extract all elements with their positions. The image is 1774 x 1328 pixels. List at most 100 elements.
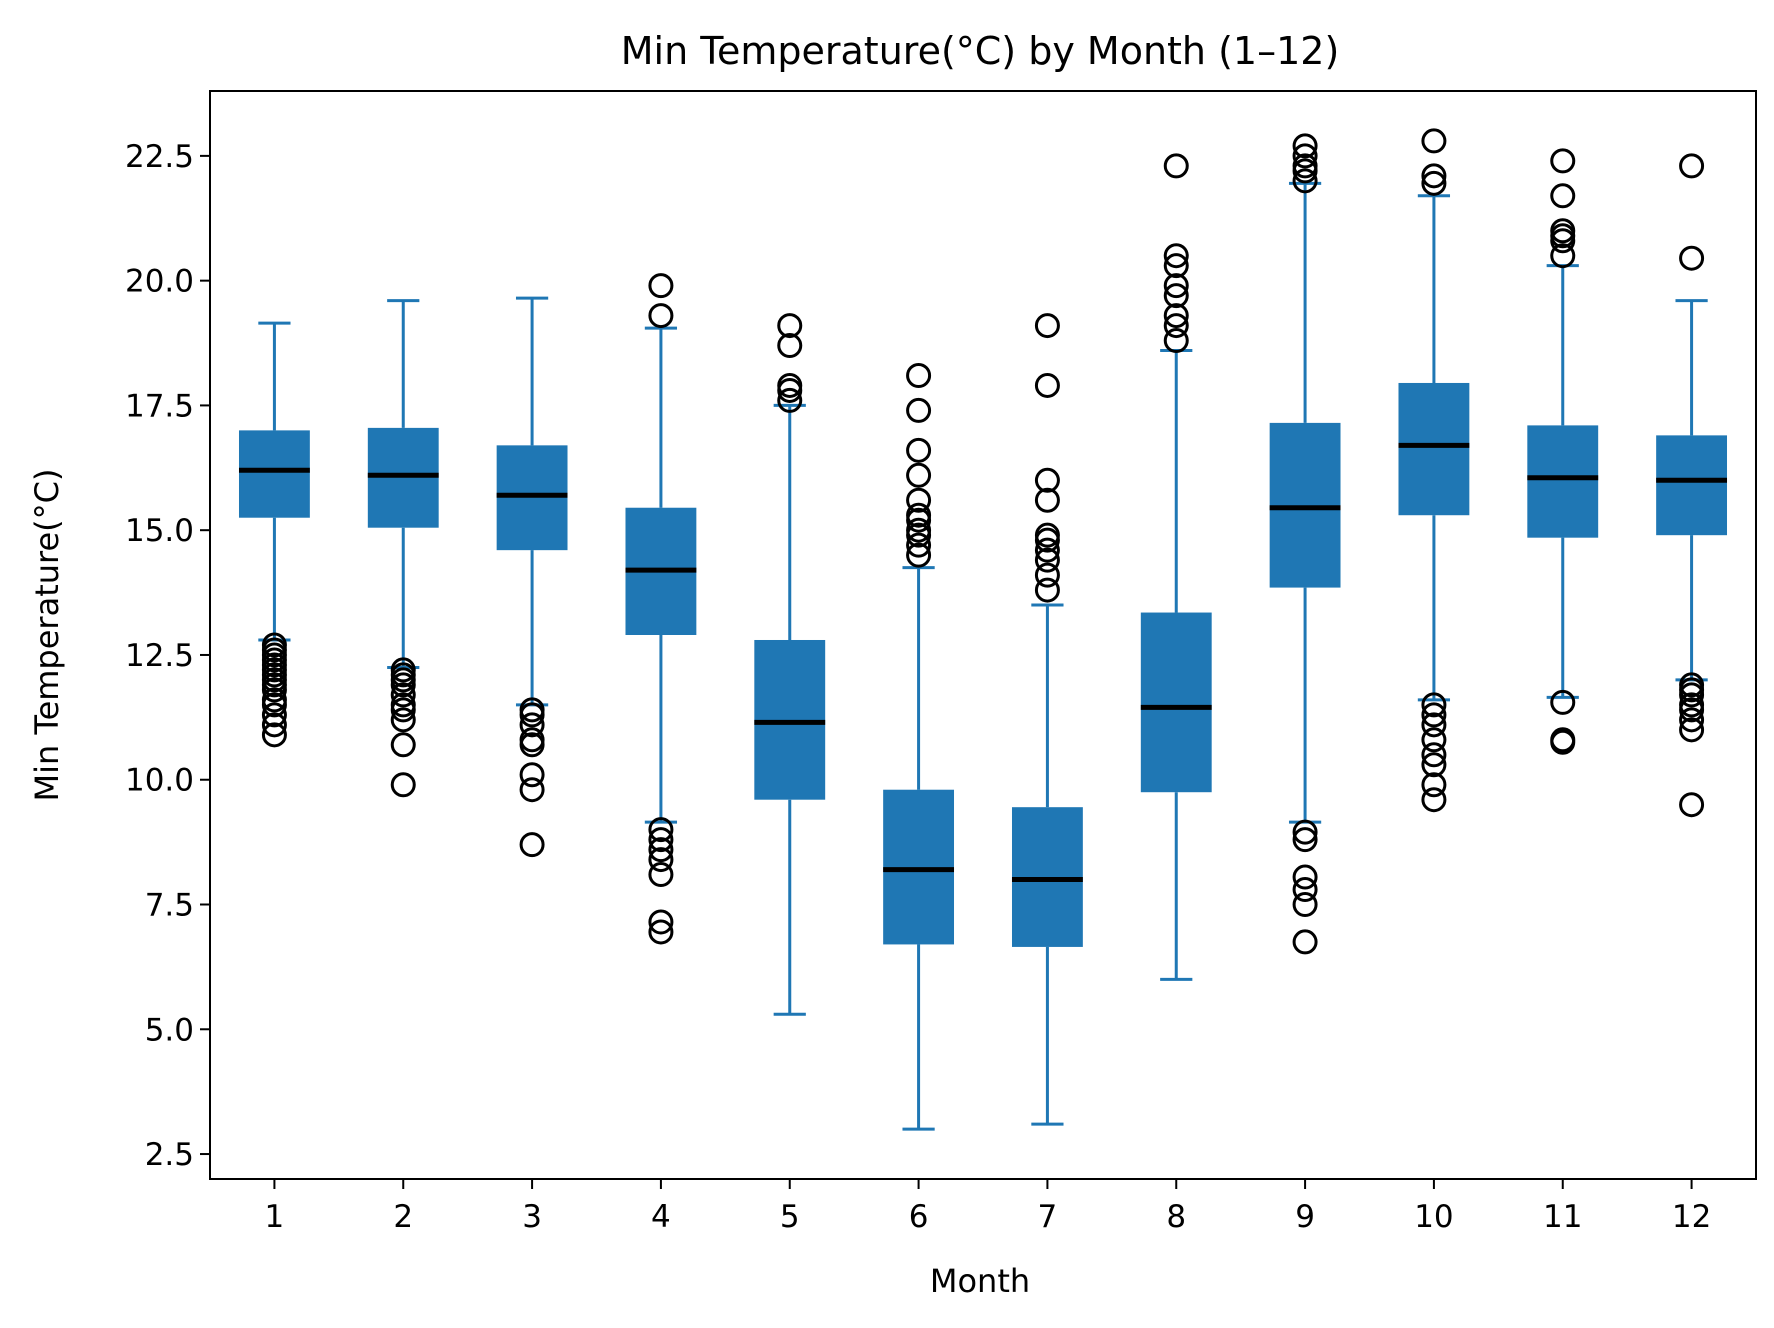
outlier-point <box>1292 819 1318 845</box>
outlier-point <box>1163 313 1189 339</box>
box-iqr <box>1527 425 1599 538</box>
outlier-point <box>1034 487 1060 513</box>
x-tick-label: 12 <box>1672 1199 1711 1235</box>
box-iqr <box>238 430 310 518</box>
outlier-point <box>1034 537 1060 563</box>
outlier-point <box>390 732 416 758</box>
outlier-point <box>1421 742 1447 768</box>
y-tick-label: 2.5 <box>145 1137 194 1173</box>
outlier-point <box>1550 727 1576 753</box>
outlier-point <box>261 722 287 748</box>
y-tick-label: 22.5 <box>125 139 194 175</box>
outlier-point <box>1034 562 1060 588</box>
x-tick-label: 9 <box>1295 1199 1315 1235</box>
outlier-point <box>519 712 545 738</box>
outlier-point <box>519 762 545 788</box>
outlier-point <box>1163 283 1189 309</box>
outlier-point <box>906 437 932 463</box>
outlier-point <box>1550 243 1576 269</box>
x-tick-label: 1 <box>265 1199 285 1235</box>
y-tick-label: 20.0 <box>125 264 194 300</box>
x-tick-label: 11 <box>1543 1199 1582 1235</box>
outlier-point <box>1292 133 1318 159</box>
outlier-point <box>1679 692 1705 718</box>
outlier-point <box>1421 752 1447 778</box>
outlier-point <box>1679 792 1705 818</box>
x-tick-label: 3 <box>522 1199 542 1235</box>
outlier-point <box>648 847 674 873</box>
outlier-point <box>906 487 932 513</box>
outlier-point <box>1421 772 1447 798</box>
outlier-point <box>1292 892 1318 918</box>
outlier-point <box>1034 522 1060 548</box>
outlier-point <box>648 909 674 935</box>
outlier-point <box>1421 692 1447 718</box>
outlier-point <box>1163 253 1189 279</box>
plot-frame <box>209 90 1757 1180</box>
outlier-point <box>519 727 545 753</box>
outlier-point <box>648 862 674 888</box>
outlier-point <box>1034 372 1060 398</box>
x-tick-label: 4 <box>651 1199 671 1235</box>
outlier-point <box>906 542 932 568</box>
outlier-point <box>1163 328 1189 354</box>
outlier-point <box>1421 170 1447 196</box>
outlier-point <box>1421 163 1447 189</box>
outlier-point <box>1292 929 1318 955</box>
outlier-point <box>648 919 674 945</box>
outlier-point <box>1163 243 1189 269</box>
box-iqr <box>1656 435 1728 536</box>
outlier-point <box>1550 689 1576 715</box>
outlier-point <box>777 313 803 339</box>
outlier-point <box>1292 864 1318 890</box>
y-tick-label: 5.0 <box>145 1012 194 1048</box>
outlier-point <box>519 697 545 723</box>
outlier-point <box>1550 183 1576 209</box>
y-tick-label: 12.5 <box>125 638 194 674</box>
outlier-point <box>906 502 932 528</box>
outlier-point <box>906 397 932 423</box>
outlier-point <box>1679 707 1705 733</box>
outlier-point <box>1292 827 1318 853</box>
outlier-point <box>648 303 674 329</box>
y-tick-label: 15.0 <box>125 513 194 549</box>
outlier-point <box>906 362 932 388</box>
outlier-point <box>1550 148 1576 174</box>
outlier-point <box>906 462 932 488</box>
outlier-point <box>648 827 674 853</box>
outlier-point <box>1421 712 1447 738</box>
outlier-point <box>519 777 545 803</box>
outlier-point <box>648 817 674 843</box>
x-tick-label: 2 <box>393 1199 413 1235</box>
y-tick-label: 10.0 <box>125 763 194 799</box>
outlier-point <box>906 532 932 558</box>
x-tick-label: 5 <box>780 1199 800 1235</box>
outlier-point <box>1679 153 1705 179</box>
outlier-point <box>1292 153 1318 179</box>
outlier-point <box>1679 672 1705 698</box>
chart-title: Min Temperature(°C) by Month (1–12) <box>621 29 1340 73</box>
x-axis-label: Month <box>930 1262 1030 1300</box>
y-axis-label: Min Temperature(°C) <box>28 469 66 802</box>
outlier-point <box>261 687 287 713</box>
outlier-point <box>1421 727 1447 753</box>
y-tick-label: 7.5 <box>145 888 194 924</box>
outlier-point <box>1421 787 1447 813</box>
outlier-point <box>1292 877 1318 903</box>
outlier-point <box>390 657 416 683</box>
outlier-point <box>1163 153 1189 179</box>
outlier-point <box>261 702 287 728</box>
outlier-point <box>1550 218 1576 244</box>
outlier-point <box>648 273 674 299</box>
box-iqr <box>1398 382 1470 516</box>
outlier-point <box>1034 577 1060 603</box>
x-tick-label: 8 <box>1166 1199 1186 1235</box>
outlier-point <box>390 692 416 718</box>
outlier-point <box>1421 702 1447 728</box>
outlier-point <box>777 372 803 398</box>
outlier-point <box>1034 313 1060 339</box>
outlier-point <box>1163 273 1189 299</box>
outlier-point <box>1034 547 1060 573</box>
outlier-point <box>648 837 674 863</box>
